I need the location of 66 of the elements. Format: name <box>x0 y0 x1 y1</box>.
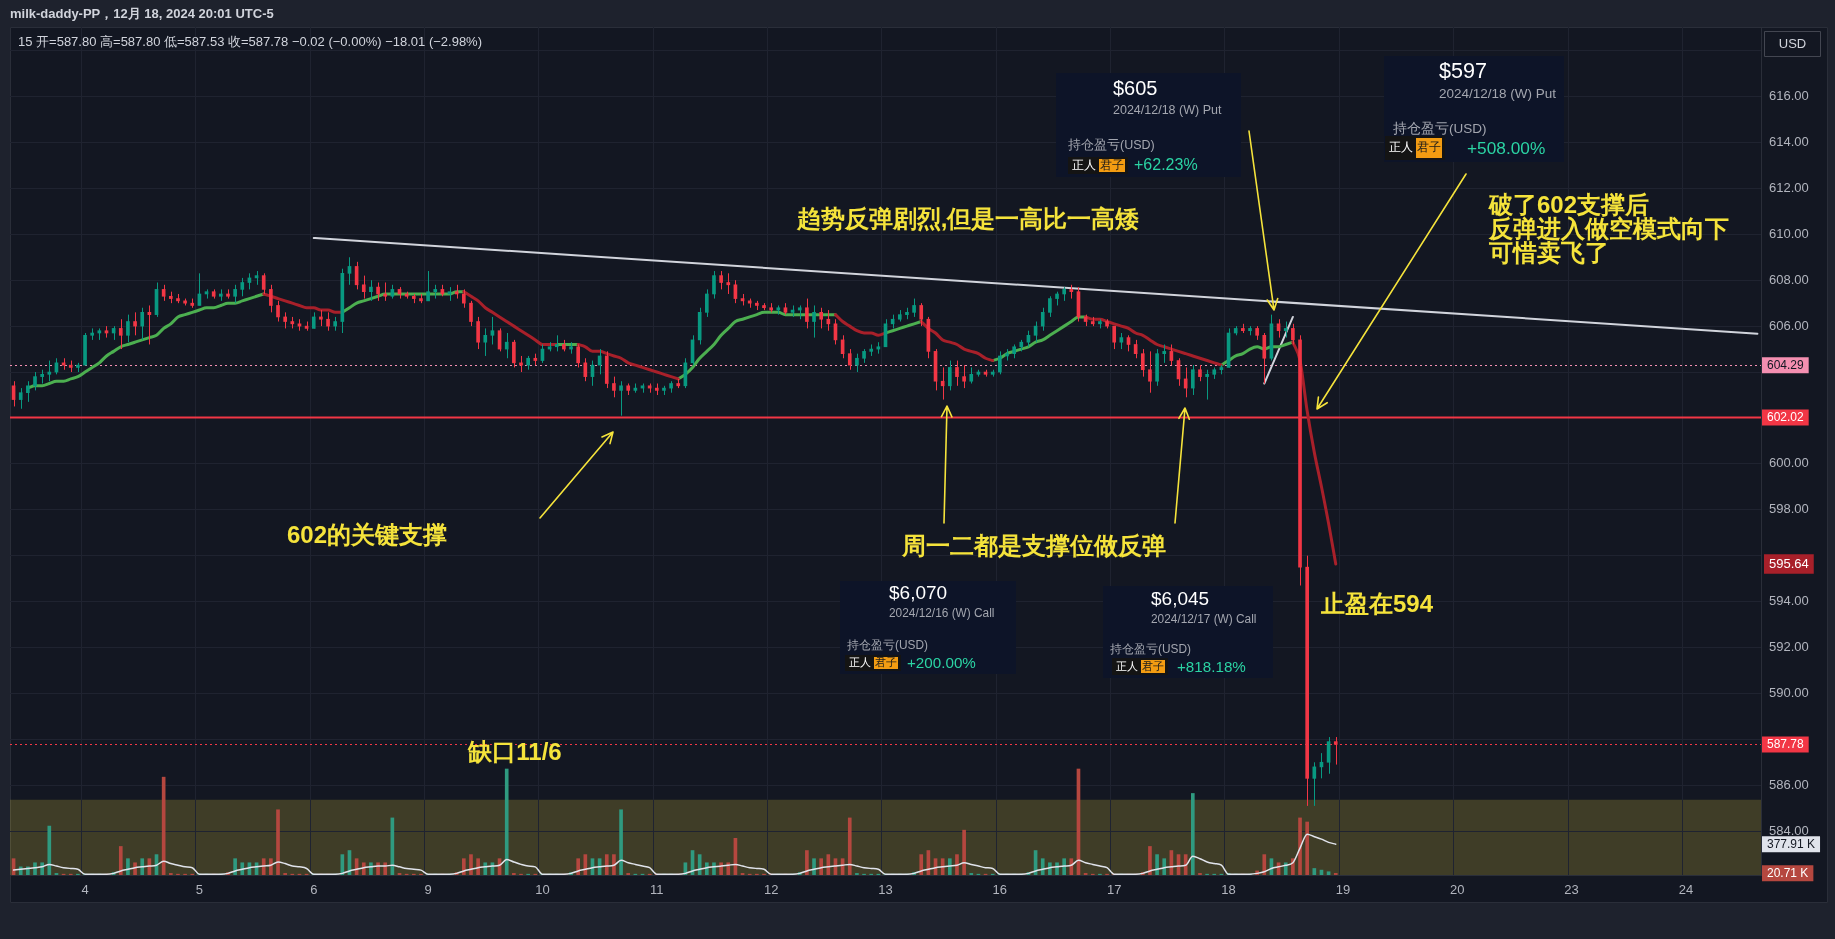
annotation: 2024/12/16 (W) Call <box>889 606 995 621</box>
annotation: 止盈在594 <box>1320 589 1434 617</box>
annotation: 2024/12/18 (W) Put <box>1439 85 1557 101</box>
y-tick-label: 590.00 <box>1769 684 1809 700</box>
x-tick-label: 10 <box>535 882 550 898</box>
annotation: 正人 <box>849 656 871 669</box>
annotation: 持仓盈亏(USD) <box>1393 120 1487 136</box>
x-tick-label: 18 <box>1221 882 1236 898</box>
y-tick-label: 614.00 <box>1769 134 1809 150</box>
annotation: 君子 <box>1100 158 1124 171</box>
y2-tick-label: 20.71 K <box>1767 866 1809 881</box>
annotation: 2024/12/18 (W) Put <box>1113 103 1222 118</box>
ref-line-label: 604.29 <box>1767 358 1805 373</box>
annotation: 缺口11/6 <box>467 737 562 765</box>
x-tick-label: 9 <box>424 882 432 898</box>
x-tick-label: 11 <box>650 882 664 898</box>
ref-line-label: 587.78 <box>1767 737 1805 752</box>
y2-tick-label: 377.91 K <box>1767 837 1816 851</box>
annotation: 2024/12/17 (W) Call <box>1151 612 1257 627</box>
x-tick-label: 13 <box>878 882 893 898</box>
x-tick-label: 16 <box>992 882 1008 898</box>
annotation: 602的关键支撑 <box>286 520 448 548</box>
y-tick-label: 616.00 <box>1769 88 1809 104</box>
annotation: 君子 <box>1417 140 1441 155</box>
annotation: $6,045 <box>1151 588 1210 610</box>
y-tick-label: 612.00 <box>1769 179 1809 195</box>
annotation: 正人 <box>1389 140 1413 155</box>
annotation: $597 <box>1439 57 1488 83</box>
annotation: 君子 <box>1142 659 1164 672</box>
x-tick-label: 24 <box>1678 882 1694 898</box>
y-tick-label: 592.00 <box>1769 639 1809 655</box>
annotation: +508.00% <box>1467 137 1546 158</box>
text: 15 开=587.80 高=587.80 低=587.53 收=587.78 −0.02 (−0.00%) −18.01 (−2.98%) <box>18 33 483 49</box>
chart-title: milk-daddy-PP，12月 18, 2024 20:01 UTC-5 <box>10 5 274 21</box>
annotation: +62.23% <box>1134 156 1198 174</box>
annotation: $6,070 <box>889 582 948 604</box>
x-tick-label: 6 <box>310 882 318 898</box>
x-tick-label: 19 <box>1335 882 1351 898</box>
y-tick-label: 600.00 <box>1769 455 1809 471</box>
annotation: 周一二都是支撑位做反弹 <box>901 531 1166 559</box>
y-tick-label: 608.00 <box>1769 271 1809 287</box>
text: USD <box>1778 36 1807 52</box>
x-tick-label: 23 <box>1564 882 1579 898</box>
ref-line-label: 602.02 <box>1767 410 1805 425</box>
y-tick-label: 606.00 <box>1769 317 1809 333</box>
annotation: 趋势反弹剧烈,但是一高比一高矮 <box>795 204 1140 232</box>
y-tick-label: 598.00 <box>1769 501 1809 517</box>
annotation: 君子 <box>875 656 897 669</box>
y-tick-label: 595.64 <box>1769 555 1809 571</box>
annotation: +200.00% <box>907 654 976 672</box>
annotation: 持仓盈亏(USD) <box>847 638 928 653</box>
annotation: +818.18% <box>1177 658 1246 676</box>
x-tick-label: 17 <box>1106 882 1122 898</box>
annotation: 正人 <box>1116 659 1138 672</box>
annotation: 正人 <box>1072 158 1096 171</box>
y-tick-label: 610.00 <box>1769 225 1809 241</box>
annotation: $605 <box>1113 76 1158 99</box>
y-tick-label: 594.00 <box>1769 593 1809 609</box>
y-tick-label: 586.00 <box>1769 776 1809 792</box>
x-tick-label: 5 <box>195 882 204 898</box>
annotation: 持仓盈亏(USD) <box>1110 642 1191 657</box>
y-tick-label: 584.00 <box>1769 822 1809 838</box>
x-tick-label: 4 <box>81 882 89 898</box>
annotation: 持仓盈亏(USD) <box>1068 138 1155 153</box>
x-tick-label: 20 <box>1450 882 1465 898</box>
x-tick-label: 12 <box>763 882 779 898</box>
